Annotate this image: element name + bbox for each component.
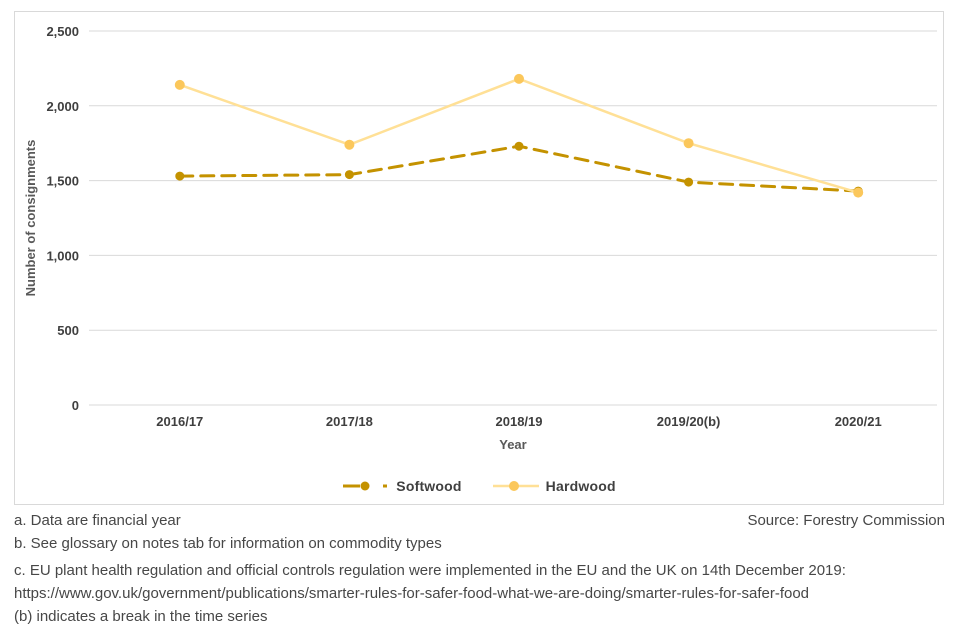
legend-item-softwood: Softwood bbox=[342, 478, 461, 494]
svg-text:2017/18: 2017/18 bbox=[326, 414, 373, 429]
footnote-a: a. Data are financial year bbox=[14, 512, 181, 529]
chart-svg: 0 500 1,000 1,500 2,000 2,500 2016/17 2017/18 20… bbox=[23, 24, 937, 452]
svg-text:Year: Year bbox=[499, 437, 526, 452]
svg-text:0: 0 bbox=[72, 398, 79, 413]
softwood-line-swatch bbox=[343, 481, 388, 491]
svg-text:500: 500 bbox=[57, 323, 79, 338]
chart-legend: Softwood Hardwood bbox=[15, 478, 943, 494]
svg-text:2,500: 2,500 bbox=[46, 24, 79, 39]
footnote-c-url: https://www.gov.uk/government/publicatio… bbox=[14, 585, 810, 602]
svg-text:2019/20(b): 2019/20(b) bbox=[657, 414, 721, 429]
svg-text:2020/21: 2020/21 bbox=[835, 414, 882, 429]
legend-label-hardwood: Hardwood bbox=[545, 478, 616, 494]
svg-text:1,500: 1,500 bbox=[46, 174, 79, 189]
legend-label-softwood: Softwood bbox=[396, 478, 462, 494]
footnote-b: b. See glossary on notes tab for informa… bbox=[14, 535, 442, 552]
footnote-break-marker: (b) indicates a break in the time series bbox=[14, 608, 268, 625]
source-credit: Source: Forestry Commission bbox=[747, 512, 945, 529]
chart-footnotes: a. Data are financial year Source: Fores… bbox=[14, 509, 945, 628]
svg-text:Number of consignments: Number of consignments bbox=[23, 140, 38, 297]
hardwood-line-swatch bbox=[492, 481, 539, 491]
legend-item-hardwood: Hardwood bbox=[492, 478, 616, 494]
svg-text:2,000: 2,000 bbox=[46, 99, 79, 114]
svg-text:2016/17: 2016/17 bbox=[156, 414, 203, 429]
footnote-c: c. EU plant health regulation and offici… bbox=[14, 562, 846, 579]
svg-text:2018/19: 2018/19 bbox=[496, 414, 543, 429]
svg-text:1,000: 1,000 bbox=[46, 248, 79, 263]
line-chart: 0 500 1,000 1,500 2,000 2,500 2016/17 2017/18 20… bbox=[14, 11, 944, 505]
